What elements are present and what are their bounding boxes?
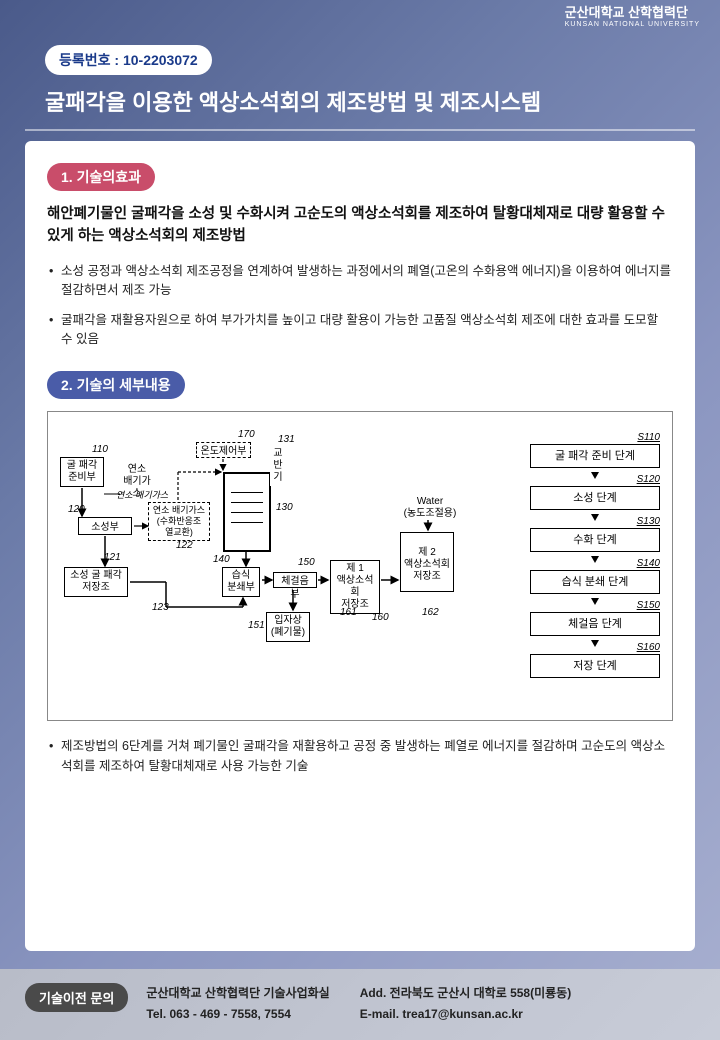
- footer-addr: Add. 전라북도 군산시 대학로 558(미룡동): [360, 983, 572, 1003]
- block-150: 체걸음부: [273, 572, 317, 588]
- process-diagram: 굴 패각준비부 110 연소배기가스 소성부 120 소성 굴 패각저장조 12…: [47, 411, 673, 721]
- label-162: 162: [422, 607, 439, 618]
- label-123: 123: [152, 602, 169, 613]
- content-card: 1. 기술의효과 해안폐기물인 굴패각을 소성 및 수화시켜 고순도의 액상소석…: [25, 141, 695, 951]
- arrow-icon: [591, 640, 599, 647]
- block-122: 연소 배기가스(수화반응조열교환): [148, 502, 210, 540]
- step-label: S150: [637, 600, 660, 611]
- divider: [25, 129, 695, 131]
- step-label: S130: [637, 516, 660, 527]
- step-box: 습식 분쇄 단계: [530, 570, 660, 594]
- block-131: 교반기: [270, 446, 286, 486]
- label-151: 151: [248, 620, 265, 631]
- step-box: 수화 단계: [530, 528, 660, 552]
- label-140: 140: [213, 554, 230, 565]
- section1-bullets: 소성 공정과 액상소석회 제조공정을 연계하여 발생하는 과정에서의 폐열(고온…: [47, 262, 673, 350]
- label-170: 170: [238, 429, 255, 440]
- label-water: Water(농도조절용): [400, 494, 460, 522]
- footer-org: 군산대학교 산학협력단 기술사업화실: [146, 983, 329, 1003]
- section1-pill: 1. 기술의효과: [47, 163, 155, 191]
- label-161: 161: [340, 607, 357, 618]
- block-140: 습식분쇄부: [222, 567, 260, 597]
- reactor: [223, 472, 271, 552]
- block-120: 소성부: [78, 517, 132, 535]
- arrow-icon: [591, 472, 599, 479]
- label-110: 110: [92, 444, 108, 455]
- step-box: 굴 패각 준비 단계: [530, 444, 660, 468]
- arrow-icon: [591, 556, 599, 563]
- step-label: S110: [637, 432, 660, 443]
- bullet-item: 굴패각을 재활용자원으로 하여 부가가치를 높이고 대량 활용이 가능한 고품질…: [47, 311, 673, 350]
- footer-tel: Tel. 063 - 469 - 7558, 7554: [146, 1004, 329, 1024]
- arrow-icon: [591, 514, 599, 521]
- label-121: 121: [104, 552, 121, 563]
- label-130: 130: [276, 502, 293, 513]
- label-150: 150: [298, 557, 315, 568]
- section2-pill: 2. 기술의 세부내용: [47, 371, 185, 399]
- step-label: S160: [637, 642, 660, 653]
- label-131: 131: [278, 434, 295, 445]
- registration-pill: 등록번호 : 10-2203072: [45, 45, 212, 75]
- section2-footnote: 제조방법의 6단계를 거쳐 폐기물인 굴패각을 재활용하고 공정 중 발생하는 …: [47, 737, 673, 776]
- step-label: S140: [637, 558, 660, 569]
- arrow-icon: [591, 598, 599, 605]
- block-gas: 연소배기가스: [117, 462, 157, 502]
- footer-email: E-mail. trea17@kunsan.ac.kr: [360, 1004, 572, 1024]
- footer: 기술이전 문의 군산대학교 산학협력단 기술사업화실 Tel. 063 - 46…: [0, 969, 720, 1040]
- bullet-item: 제조방법의 6단계를 거쳐 폐기물인 굴패각을 재활용하고 공정 중 발생하는 …: [47, 737, 673, 776]
- footer-pill: 기술이전 문의: [25, 983, 128, 1012]
- header: 군산대학교 산학협력단 KUNSAN NATIONAL UNIVERSITY: [0, 0, 720, 30]
- univ-sub: KUNSAN NATIONAL UNIVERSITY: [565, 21, 700, 28]
- label-120: 120: [68, 504, 85, 515]
- block-121: 소성 굴 패각저장조: [64, 567, 128, 597]
- block-151: 입자상(폐기물): [266, 612, 310, 642]
- section1-lead: 해안폐기물인 굴패각을 소성 및 수화시켜 고순도의 액상소석회를 제조하여 탈…: [47, 203, 673, 248]
- step-box: 저장 단계: [530, 654, 660, 678]
- page-title: 굴패각을 이용한 액상소석회의 제조방법 및 제조시스템: [45, 85, 720, 117]
- step-box: 체걸음 단계: [530, 612, 660, 636]
- label-160: 160: [372, 612, 389, 623]
- bullet-item: 소성 공정과 액상소석회 제조공정을 연계하여 발생하는 과정에서의 폐열(고온…: [47, 262, 673, 301]
- block-162: 제 2액상소석회저장조: [400, 532, 454, 592]
- block-110: 굴 패각준비부: [60, 457, 104, 487]
- block-170: 온도제어부: [196, 442, 251, 458]
- block-160: 제 1액상소석회저장조: [330, 560, 380, 614]
- step-label: S120: [637, 474, 660, 485]
- step-box: 소성 단계: [530, 486, 660, 510]
- univ-name: 군산대학교 산학협력단: [565, 2, 700, 21]
- label-122: 122: [176, 540, 193, 551]
